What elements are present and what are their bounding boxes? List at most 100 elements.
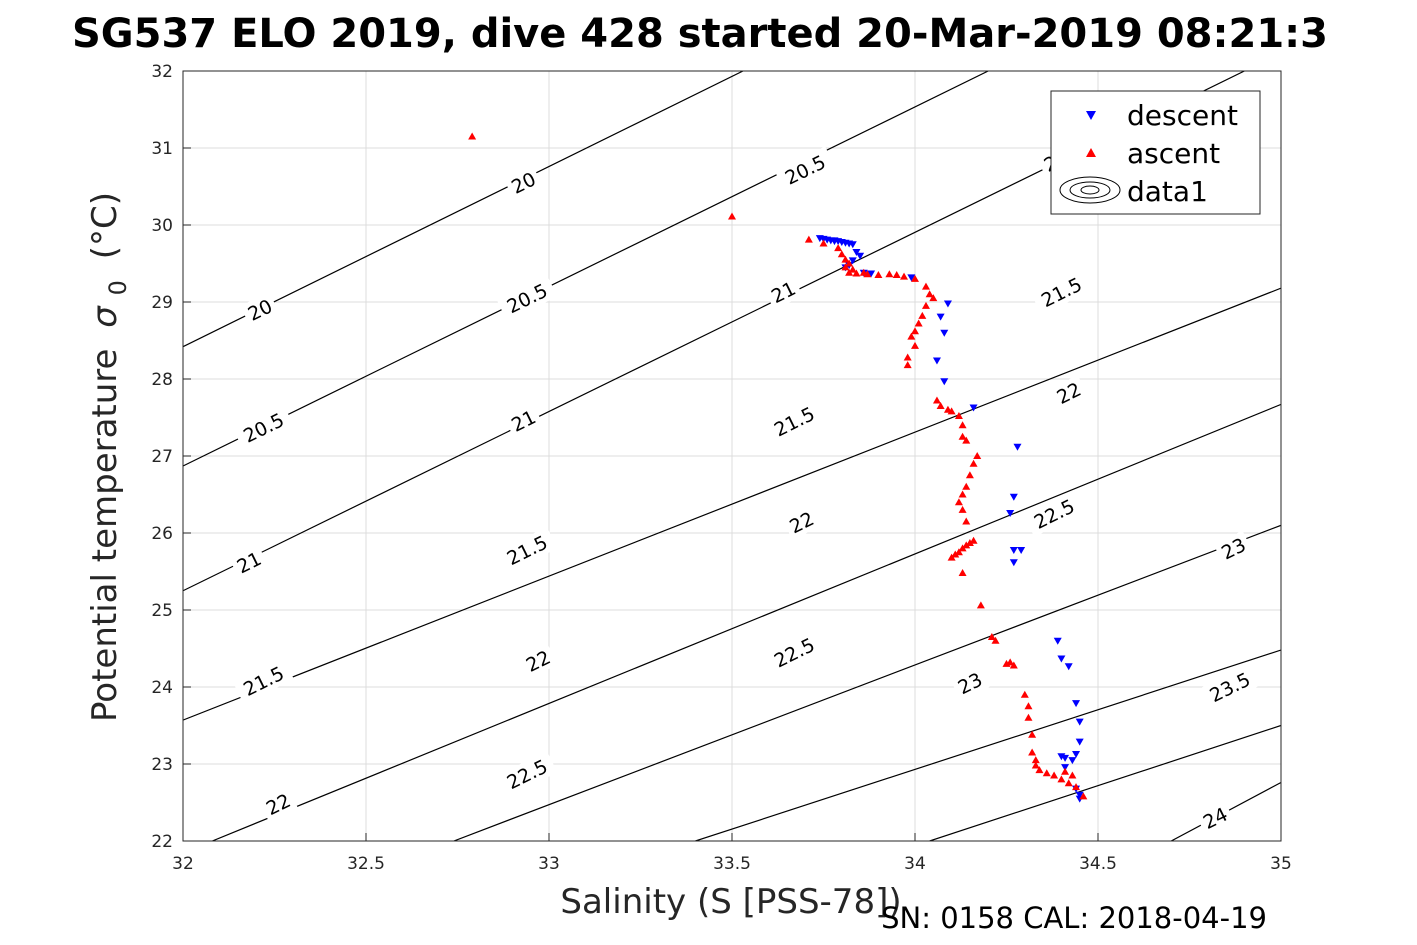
descent-point	[1006, 509, 1015, 517]
contour-label-bg	[763, 629, 825, 676]
y-axis-ticks: 22 23 24 25 26 27 28 29 30 31 32	[151, 62, 191, 852]
ascent-point	[852, 269, 861, 277]
ascent-point	[468, 132, 477, 140]
ascent-point	[1061, 767, 1070, 775]
contour-line-23-5	[929, 724, 1281, 841]
contour-label-bg	[503, 402, 544, 439]
ascent-point	[911, 341, 919, 349]
ascent-point	[962, 482, 971, 490]
contour-label-bg	[1049, 375, 1089, 411]
legend-contour-icon	[1059, 176, 1121, 204]
descent-point	[852, 248, 861, 256]
ascent-point	[1028, 730, 1037, 738]
contour-line-20	[183, 71, 744, 348]
y-tick-label: 30	[151, 216, 173, 236]
contour-label-bg	[233, 404, 294, 451]
descent-point	[1064, 663, 1073, 671]
ascent-point	[958, 421, 967, 429]
x-axis-ticks: 32 32.5 33 33.5 34 34.5 35	[172, 833, 1292, 874]
ascent-point	[958, 569, 967, 577]
y-axis-label-sigma: σ	[85, 305, 125, 328]
descent-point	[940, 329, 949, 337]
ascent-point	[969, 459, 978, 467]
contour-line-22-5	[453, 524, 1281, 841]
footer-calibration: SN: 0158 CAL: 2018-04-19	[881, 901, 1267, 935]
y-axis-label-unit: (°C)	[85, 192, 125, 259]
y-tick-label: 23	[151, 755, 173, 775]
ascent-point	[804, 235, 813, 243]
svg-text:Potential temperature σ: Potential temperature σ 0 (°C)	[85, 192, 135, 722]
ascent-point	[921, 301, 930, 309]
ascent-point	[958, 432, 967, 440]
ascent-point	[951, 550, 960, 558]
descent-point	[848, 257, 857, 265]
ascent-point	[987, 632, 996, 640]
ascent-point	[911, 327, 919, 335]
descent-point	[936, 313, 945, 321]
ascent-point	[954, 498, 963, 506]
descent-point	[1075, 791, 1084, 799]
ascent-point	[1057, 775, 1066, 783]
ascent-point	[958, 544, 967, 552]
contour-line-20-5	[183, 71, 989, 467]
x-tick-label: 32.5	[347, 854, 385, 874]
contour-label-bg	[503, 164, 544, 201]
contour-label-bg	[518, 642, 558, 679]
contour-label-bg	[496, 526, 558, 574]
x-tick-label: 35	[1270, 854, 1292, 874]
descent-point	[1075, 738, 1084, 746]
y-tick-label: 25	[151, 601, 173, 621]
ascent-point	[954, 411, 963, 419]
ascent-point	[925, 290, 934, 298]
ascent-point	[973, 452, 982, 459]
ascent-point	[834, 244, 843, 252]
legend-descent-label: descent	[1127, 99, 1238, 132]
descent-point	[1061, 754, 1070, 762]
ascent-point	[1050, 771, 1059, 779]
descent-point	[1009, 493, 1018, 501]
descent-point	[1072, 700, 1081, 708]
contour-label-bg	[1213, 530, 1254, 567]
ascent-point	[845, 259, 854, 267]
contour-label-bg	[1023, 490, 1085, 537]
ascent-point	[1031, 761, 1040, 769]
ascent-point	[958, 505, 967, 513]
y-axis-label: Potential temperature σ 0 (°C)	[85, 192, 135, 722]
ascent-point	[911, 274, 919, 282]
contour-label-bg	[1030, 268, 1092, 316]
descent-point	[1009, 559, 1018, 567]
x-tick-label: 34	[904, 854, 926, 874]
ascent-point	[874, 271, 883, 279]
descent-point	[1053, 637, 1062, 645]
contour-line-21-5	[183, 287, 1281, 721]
contour-label-bg	[781, 504, 822, 541]
y-axis-label-sub: 0	[104, 280, 132, 295]
y-tick-label: 24	[151, 678, 173, 698]
ascent-point	[1072, 783, 1081, 791]
x-tick-label: 33.5	[713, 854, 751, 874]
legend-ascent-label: ascent	[1127, 137, 1220, 170]
contour-label-bg	[240, 291, 280, 328]
contour-label-bg	[1199, 663, 1261, 711]
ascent-point	[1006, 658, 1015, 666]
y-tick-label: 27	[151, 447, 173, 467]
x-axis-label: Salinity (S [PSS-78])	[560, 882, 901, 922]
ascent-point	[885, 270, 894, 278]
ascent-point	[962, 517, 971, 525]
contour-label-bg	[763, 398, 825, 445]
ascent-point	[907, 332, 916, 340]
ascent-point	[976, 601, 985, 609]
ascent-point	[965, 471, 974, 479]
legend: descent ascent data1	[1050, 90, 1261, 215]
ascent-point	[1042, 769, 1051, 777]
legend-data1-label: data1	[1127, 175, 1208, 208]
descent-point	[1061, 764, 1070, 772]
ascent-point	[892, 271, 901, 279]
contour-label-bg	[496, 275, 558, 322]
contour-label-bg	[1195, 800, 1235, 836]
ascent-point	[1031, 756, 1040, 764]
ascent-point	[1009, 661, 1018, 669]
y-axis-label-main: Potential temperature	[85, 349, 125, 722]
descent-point	[1072, 750, 1081, 758]
ascent-point	[1035, 766, 1044, 774]
